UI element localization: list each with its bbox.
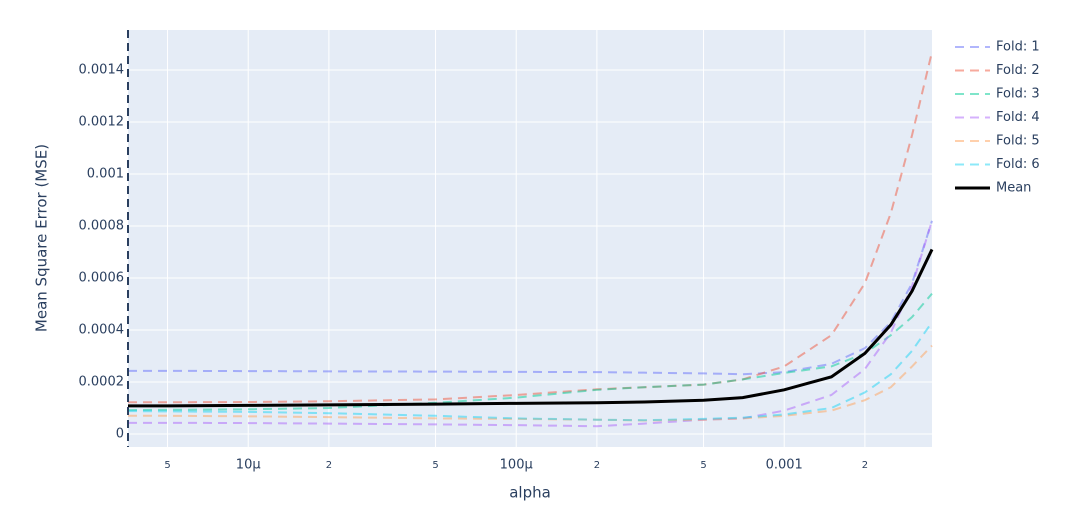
y-axis-title: Mean Square Error (MSE): [33, 144, 51, 332]
series-line: [128, 220, 933, 376]
x-tick-label: 0.001: [766, 458, 803, 473]
x-tick-label: 5: [700, 460, 706, 471]
legend: Fold: 1 Fold: 2 Fold: 3 Fold: 4 Fold: 5 Fold:…: [955, 40, 1040, 196]
y-tick-label: 0.0006: [79, 271, 125, 286]
legend-label: Fold: 5: [996, 134, 1040, 149]
grid: [128, 30, 932, 447]
x-axis-title: alpha: [509, 484, 551, 502]
series-line: [128, 220, 933, 428]
x-tick-label: 2: [862, 460, 868, 471]
legend-label: Fold: 2: [996, 63, 1040, 78]
y-tick-label: 0.0002: [79, 375, 125, 390]
lines: [127, 51, 934, 428]
y-tick-label: 0.0008: [79, 219, 125, 234]
y-tick-label: 0.001: [87, 167, 124, 182]
legend-label: Mean: [996, 181, 1031, 196]
y-tick-label: 0.0004: [79, 323, 125, 338]
plot-area: [128, 30, 932, 447]
series-line: [128, 248, 934, 408]
series-line: [127, 321, 933, 422]
legend-label: Fold: 6: [996, 157, 1040, 172]
legend-label: Fold: 3: [996, 87, 1040, 102]
x-tick-label: 10μ: [236, 458, 261, 473]
legend-label: Fold: 4: [996, 110, 1040, 125]
x-tick-label: 2: [594, 460, 600, 471]
y-tick-label: 0: [116, 427, 124, 442]
x-tick-label: 2: [326, 460, 332, 471]
y-tick-label: 0.0012: [79, 115, 125, 130]
x-tick-label: 5: [164, 460, 170, 471]
legend-label: Fold: 1: [996, 40, 1040, 55]
series-line: [127, 292, 933, 412]
y-tick-label: 0.0014: [79, 63, 125, 78]
x-tick-label: 100μ: [500, 458, 533, 473]
x-tick-label: 5: [432, 460, 438, 471]
